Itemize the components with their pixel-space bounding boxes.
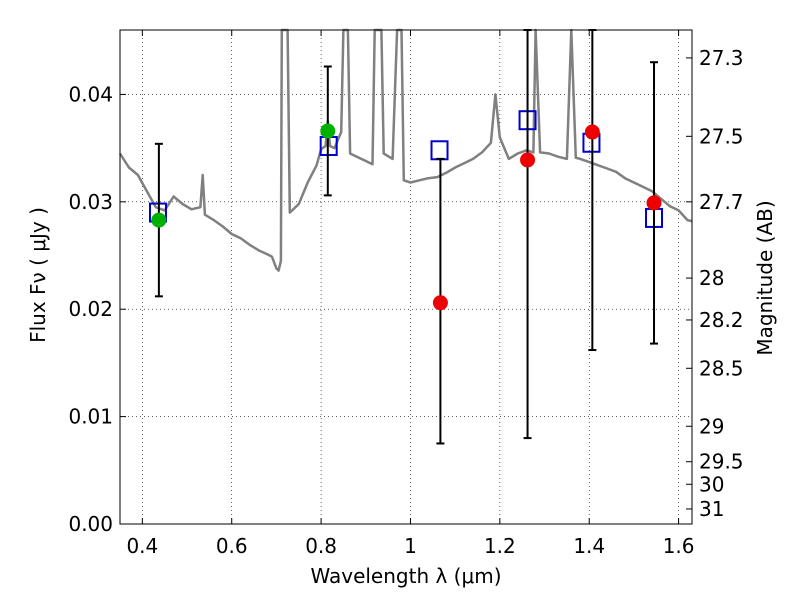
grid [120, 30, 692, 524]
right-tick-label: 28.5 [699, 356, 744, 380]
y-tick-label: 0.00 [68, 512, 113, 536]
plot-series [118, 28, 693, 445]
right-axis-label: Magnitude (AB) [753, 200, 777, 355]
x-tick-label: 0.6 [216, 534, 248, 558]
observed-flux-point [520, 152, 536, 168]
y-tick-label: 0.01 [68, 405, 113, 429]
right-tick-label: 27.5 [699, 124, 744, 148]
x-tick-label: 1 [404, 534, 417, 558]
x-tick-label: 0.4 [126, 534, 158, 558]
x-axis-label: Wavelength λ (μm) [310, 564, 501, 588]
x-tick-label: 1.4 [573, 534, 605, 558]
right-tick-label: 28 [699, 266, 724, 290]
x-tick-label: 1.2 [484, 534, 516, 558]
ticks: 0.4 0.6 0.8 1 1.2 1.4 1.6 0.00 0.01 0.02 0.03 0.04 2… [68, 30, 744, 558]
y-tick-label: 0.03 [68, 190, 113, 214]
observed-flux-point [320, 123, 336, 139]
observed-flux-point [646, 195, 662, 211]
x-tick-label: 0.8 [305, 534, 337, 558]
y-axis-label: Flux Fν ( μJy ) [26, 207, 50, 343]
y-tick-label: 0.04 [68, 82, 113, 106]
observed-flux-point [584, 124, 600, 140]
right-tick-label: 27.7 [699, 190, 744, 214]
right-tick-label: 30 [699, 472, 724, 496]
observed-flux-point [432, 295, 448, 311]
right-tick-label: 27.3 [699, 46, 744, 70]
right-tick-label: 29.5 [699, 450, 744, 474]
observed-flux-point [151, 212, 167, 228]
x-tick-label: 1.6 [663, 534, 695, 558]
model-flux-square [430, 140, 449, 161]
right-tick-label: 28.2 [699, 308, 744, 332]
plot-frame [119, 29, 693, 525]
y-tick-label: 0.02 [68, 297, 113, 321]
right-tick-label: 31 [699, 497, 724, 521]
right-tick-label: 29 [699, 414, 724, 438]
model-spectrum-line [118, 28, 693, 272]
